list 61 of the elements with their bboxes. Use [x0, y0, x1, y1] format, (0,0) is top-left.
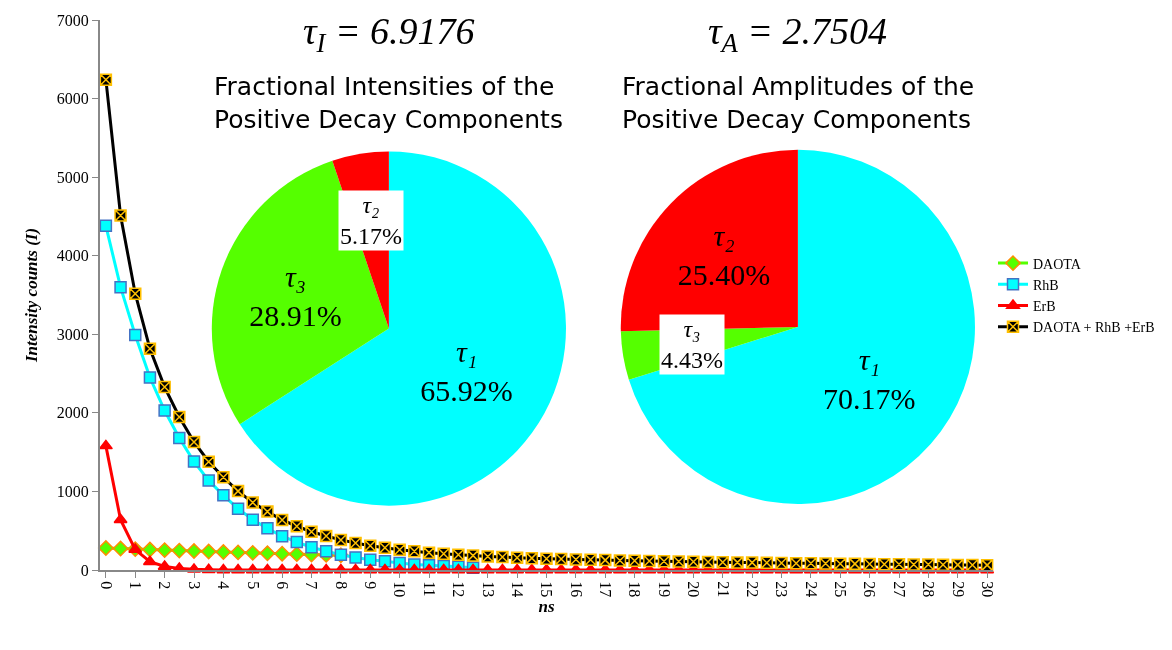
legend-label: DAOTA	[1033, 256, 1082, 272]
x-tick-label: 3	[185, 581, 203, 590]
y-axis-title: Intensity counts (I)	[21, 227, 41, 364]
x-tick-label: 26	[861, 581, 879, 598]
x-tick-label: 30	[978, 581, 996, 598]
x-tick-label: 9	[362, 581, 380, 590]
x-axis-title: ns	[538, 597, 555, 617]
data-label: 70.17%	[822, 382, 916, 416]
x-tick-label: 18	[626, 581, 644, 598]
x-tick-label: 22	[743, 581, 761, 598]
x-tick-label: 4	[215, 581, 233, 590]
chart-title: τ$_{I}$ = 6.9176	[303, 10, 475, 58]
x-tick-label: 23	[773, 581, 791, 598]
chart-title: τ$_{A}$ = 2.7504	[708, 10, 888, 58]
slice-label: τ₂	[362, 192, 380, 218]
x-tick-label: 11	[420, 581, 438, 597]
legend-label: ErB	[1033, 298, 1056, 314]
x-tick-label: 17	[597, 581, 615, 598]
y-tick-label: 1000	[56, 483, 89, 501]
y-tick-label: 6000	[56, 90, 89, 108]
slice-label: τ₁	[858, 343, 880, 377]
slice-label: τ₃	[284, 259, 307, 293]
y-tick-label: 2000	[56, 404, 89, 422]
x-tick-label: 14	[508, 581, 526, 598]
x-tick-label: 0	[97, 581, 115, 590]
data-label: 28.91%	[249, 298, 342, 332]
x-tick-label: 16	[567, 581, 585, 598]
slice-label: τ₃	[683, 316, 701, 342]
x-tick-label: 19	[655, 581, 673, 598]
x-tick-label: 25	[832, 581, 850, 598]
y-tick-label: 4000	[56, 247, 89, 265]
x-tick-label: 5	[244, 581, 262, 590]
slice-label: τ₂	[713, 218, 735, 252]
y-tick-label: 3000	[56, 325, 89, 343]
legend-label: DAOTA + RhB +ErB	[1033, 320, 1155, 336]
x-tick-label: 13	[479, 581, 497, 598]
data-label: 65.92%	[420, 374, 513, 408]
x-tick-label: 7	[303, 581, 321, 590]
x-tick-label: 27	[890, 581, 908, 598]
y-tick-label: 7000	[56, 11, 89, 29]
data-label: 4.43%	[661, 347, 723, 374]
slice-label: τ₁	[456, 335, 478, 369]
legend-label: RhB	[1033, 277, 1059, 293]
chart-subtitle: Fractional Amplitudes of the Positive Decay Components	[622, 72, 975, 134]
x-tick-label: 29	[949, 581, 967, 598]
x-tick-label: 28	[920, 581, 938, 598]
x-tick-label: 15	[538, 581, 556, 598]
data-label: 5.17%	[340, 223, 402, 250]
x-tick-label: 10	[391, 581, 409, 598]
data-label: 25.40%	[677, 257, 771, 291]
x-tick-label: 20	[685, 581, 703, 598]
x-tick-label: 12	[450, 581, 468, 598]
y-tick-label: 0	[80, 561, 89, 579]
x-tick-label: 2	[156, 581, 174, 590]
x-tick-label: 6	[273, 581, 291, 590]
x-tick-label: 8	[332, 581, 350, 590]
chart-subtitle: Fractional Intensities of the Positive Decay Components	[214, 72, 563, 134]
y-tick-label: 5000	[56, 168, 89, 186]
x-tick-label: 21	[714, 581, 732, 598]
x-tick-label: 24	[802, 581, 820, 598]
x-tick-label: 1	[127, 581, 145, 590]
